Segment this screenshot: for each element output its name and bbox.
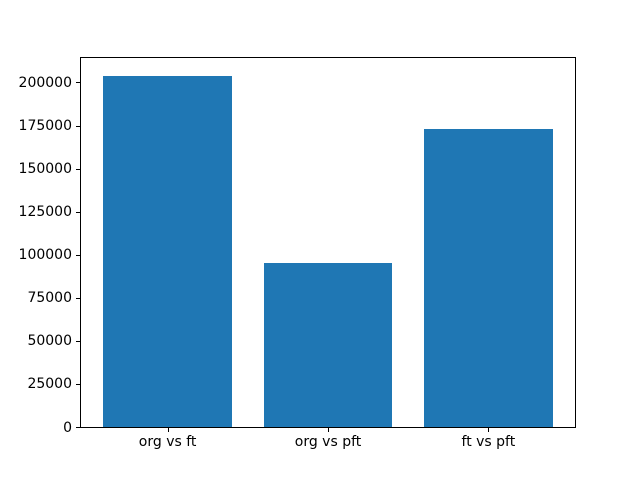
y-tick-mark <box>76 340 80 342</box>
y-tick-label: 200000 <box>18 74 72 91</box>
bar-org-vs-pft <box>263 263 393 427</box>
x-tick-mark <box>167 428 169 432</box>
x-tick-mark <box>328 428 329 432</box>
x-tick-label: org vs ft <box>138 434 197 450</box>
bar-org-vs-ft <box>103 75 232 427</box>
y-tick-mark <box>76 297 80 299</box>
y-tick-label: 50000 <box>27 333 72 350</box>
y-tick-mark <box>76 211 80 213</box>
bar-ft-vs-pft <box>424 128 553 427</box>
plot-area <box>80 57 576 428</box>
y-tick-mark <box>76 82 80 84</box>
x-tick-mark <box>488 428 490 432</box>
x-tick-label: org vs pft <box>294 434 362 450</box>
y-tick-label: 25000 <box>27 376 72 393</box>
y-tick-mark <box>76 125 80 127</box>
y-tick-label: 125000 <box>18 204 72 221</box>
y-tick-label: 150000 <box>18 161 72 178</box>
y-tick-label: 75000 <box>27 290 72 307</box>
y-tick-mark <box>76 254 80 256</box>
y-tick-mark <box>76 383 80 385</box>
x-tick-label: ft vs pft <box>461 434 516 450</box>
y-tick-mark <box>76 427 80 428</box>
y-tick-mark <box>76 168 80 170</box>
y-tick-label: 175000 <box>18 118 72 135</box>
y-tick-label: 0 <box>63 419 72 436</box>
y-tick-label: 100000 <box>18 247 72 264</box>
